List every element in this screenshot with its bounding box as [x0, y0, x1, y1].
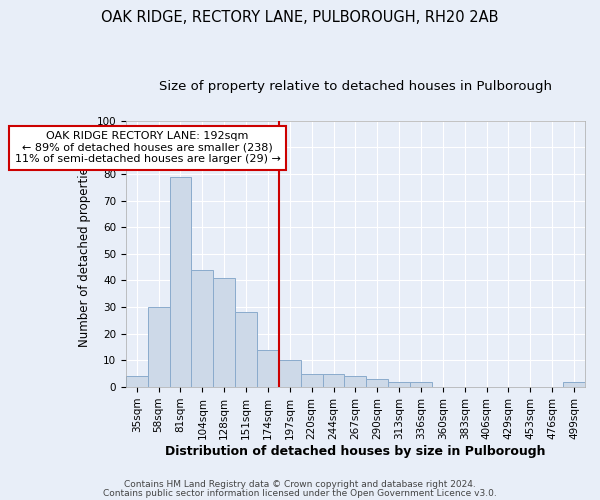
Bar	[279, 360, 301, 387]
Bar	[301, 374, 323, 387]
Title: Size of property relative to detached houses in Pulborough: Size of property relative to detached ho…	[159, 80, 552, 93]
Text: OAK RIDGE, RECTORY LANE, PULBOROUGH, RH20 2AB: OAK RIDGE, RECTORY LANE, PULBOROUGH, RH2…	[101, 10, 499, 25]
Bar	[323, 374, 344, 387]
Bar	[213, 278, 235, 387]
Bar	[388, 382, 410, 387]
Bar	[367, 379, 388, 387]
Bar	[235, 312, 257, 387]
Bar	[410, 382, 432, 387]
Text: OAK RIDGE RECTORY LANE: 192sqm
← 89% of detached houses are smaller (238)
11% of: OAK RIDGE RECTORY LANE: 192sqm ← 89% of …	[15, 131, 281, 164]
Bar	[344, 376, 367, 387]
Bar	[126, 376, 148, 387]
Bar	[191, 270, 213, 387]
Bar	[170, 176, 191, 387]
X-axis label: Distribution of detached houses by size in Pulborough: Distribution of detached houses by size …	[165, 444, 545, 458]
Bar	[563, 382, 585, 387]
Bar	[257, 350, 279, 387]
Text: Contains HM Land Registry data © Crown copyright and database right 2024.: Contains HM Land Registry data © Crown c…	[124, 480, 476, 489]
Text: Contains public sector information licensed under the Open Government Licence v3: Contains public sector information licen…	[103, 488, 497, 498]
Y-axis label: Number of detached properties: Number of detached properties	[78, 161, 91, 347]
Bar	[148, 307, 170, 387]
